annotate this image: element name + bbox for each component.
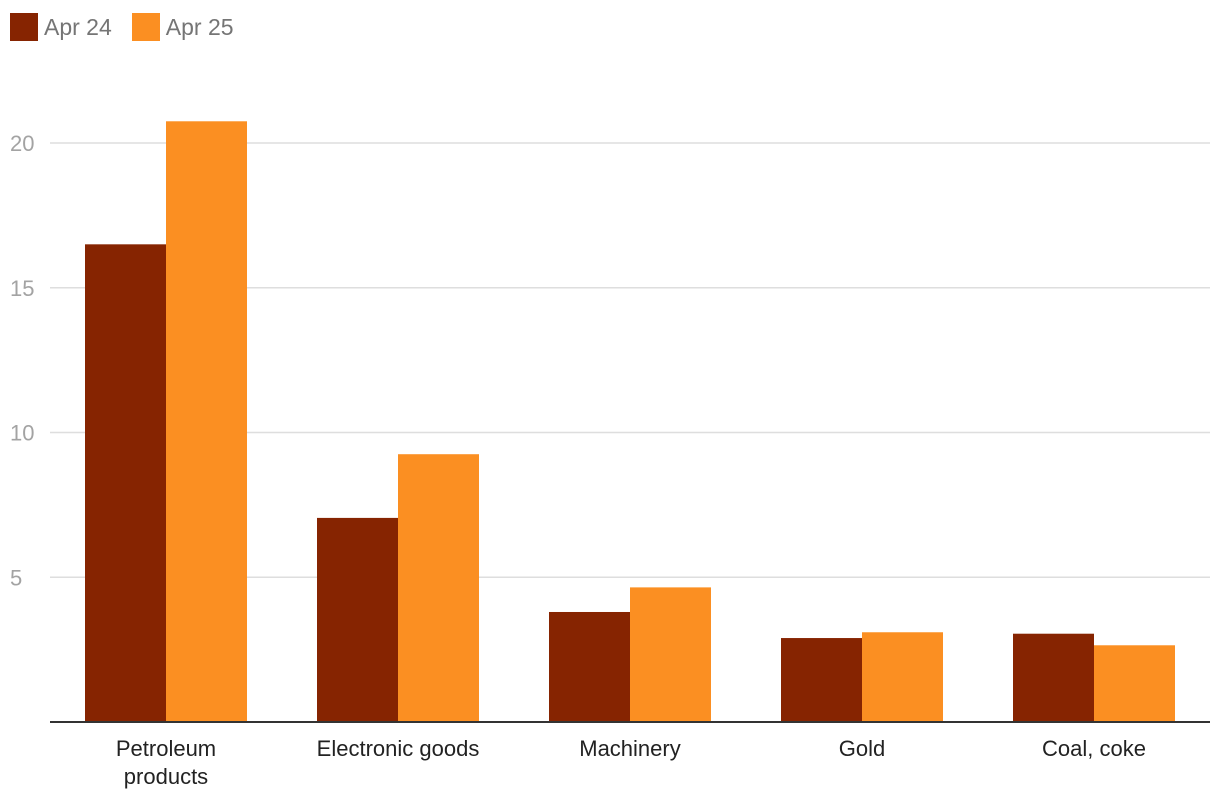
x-category-label: Electronic goods bbox=[317, 736, 480, 761]
y-tick-label: 15 bbox=[10, 276, 34, 301]
bar bbox=[317, 517, 398, 722]
bar bbox=[862, 632, 943, 722]
legend-item: Apr 25 bbox=[131, 13, 234, 41]
bar bbox=[549, 611, 630, 722]
bar bbox=[85, 244, 166, 722]
legend-swatch bbox=[10, 13, 38, 41]
bar bbox=[1013, 633, 1094, 722]
legend-item: Apr 24 bbox=[10, 13, 112, 41]
y-tick-label: 5 bbox=[10, 565, 22, 590]
bar bbox=[630, 587, 711, 722]
bar bbox=[166, 121, 247, 723]
x-category-label: Gold bbox=[839, 736, 885, 761]
legend-swatch bbox=[131, 13, 160, 41]
y-tick-label: 20 bbox=[10, 131, 34, 156]
bar bbox=[1094, 645, 1175, 722]
x-category-label: Machinery bbox=[579, 736, 680, 761]
x-category-label: Petroleum products bbox=[116, 736, 216, 789]
bar bbox=[398, 454, 479, 722]
legend: Apr 24 Apr 25 bbox=[10, 13, 254, 41]
bar bbox=[781, 638, 862, 722]
x-category-label: Coal, coke bbox=[1042, 736, 1146, 761]
y-tick-label: 10 bbox=[10, 421, 34, 446]
legend-label: Apr 24 bbox=[44, 13, 112, 40]
legend-label: Apr 25 bbox=[165, 13, 234, 40]
